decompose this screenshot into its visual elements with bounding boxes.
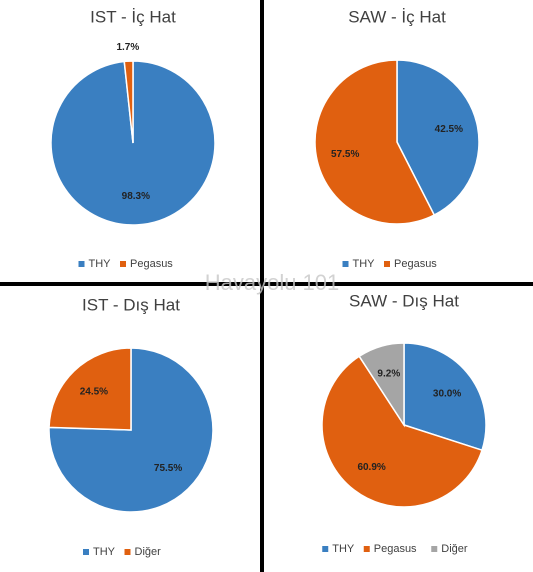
legend-label: THY (93, 546, 116, 558)
legend-label: Diğer (441, 543, 468, 555)
pie-slice (123, 60, 134, 144)
data-label: 57.5% (331, 149, 359, 160)
legend-swatch (342, 261, 349, 267)
legend-label: Pegasus (374, 543, 417, 555)
chart-title: IST - Dış Hat (82, 295, 180, 314)
legend-label: Pegasus (394, 258, 437, 270)
legend-swatch (120, 261, 126, 267)
pie-slice (358, 342, 405, 428)
data-label: 42.5% (435, 124, 463, 135)
data-label: 24.5% (80, 386, 108, 397)
legend-label: THY (89, 258, 112, 270)
legend-swatch (78, 261, 85, 267)
legend-label: THY (332, 543, 355, 555)
legend-label: Pegasus (130, 258, 173, 270)
legend-label: Diğer (135, 546, 162, 558)
data-label: 1.7% (116, 42, 139, 53)
legend-swatch (363, 546, 370, 552)
data-label: 75.5% (154, 463, 182, 474)
pie-slice (321, 355, 483, 508)
legend-swatch (384, 261, 390, 267)
chart-title: SAW - Dış Hat (349, 291, 459, 310)
legend-label: THY (353, 258, 376, 270)
legend-swatch (322, 546, 329, 552)
legend-swatch (124, 549, 131, 555)
watermark: Havayolu 101 (205, 270, 340, 295)
data-label: 30.0% (433, 388, 461, 399)
pie-slice (314, 59, 436, 225)
chart-title: SAW - İç Hat (348, 7, 446, 26)
pie-slice (48, 347, 132, 431)
data-label: 60.9% (357, 462, 385, 473)
legend-swatch (431, 546, 438, 552)
legend-swatch (83, 549, 89, 555)
pie-slice (396, 59, 480, 217)
pie-slice (403, 342, 487, 452)
data-label: 9.2% (377, 369, 400, 380)
chart-title: IST - İç Hat (90, 7, 176, 26)
data-label: 98.3% (122, 191, 150, 202)
